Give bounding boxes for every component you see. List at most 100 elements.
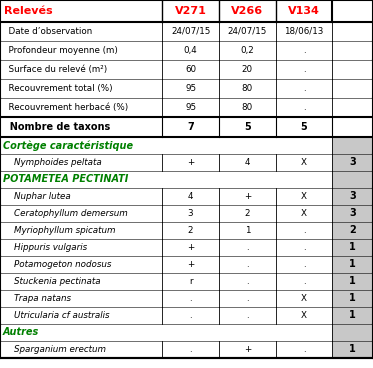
Text: .: .: [189, 311, 192, 320]
Bar: [0, 117, 162, 137]
Bar: [0, 324, 332, 341]
Bar: [219, 0, 276, 22]
Text: 3: 3: [349, 191, 356, 202]
Bar: [332, 341, 373, 358]
Text: 20: 20: [242, 65, 253, 74]
Text: Nombre de taxons: Nombre de taxons: [3, 122, 110, 132]
Text: V271: V271: [175, 6, 207, 16]
Text: +: +: [187, 158, 194, 167]
Bar: [0, 239, 332, 256]
Bar: [219, 60, 276, 79]
Text: 95: 95: [185, 103, 196, 112]
Text: Hippuris vulgaris: Hippuris vulgaris: [3, 243, 87, 252]
Bar: [0, 154, 332, 171]
Text: r: r: [189, 277, 192, 286]
Text: X: X: [301, 294, 307, 303]
Text: 3: 3: [349, 158, 356, 167]
Bar: [162, 117, 219, 137]
Text: 1: 1: [349, 311, 356, 321]
Bar: [0, 256, 332, 273]
Bar: [0, 0, 162, 22]
Bar: [332, 60, 373, 79]
Text: 0,4: 0,4: [184, 46, 197, 55]
Bar: [162, 79, 219, 98]
Text: Relevés: Relevés: [4, 6, 52, 16]
Bar: [332, 22, 373, 41]
Text: Utricularia cf australis: Utricularia cf australis: [3, 311, 110, 320]
Bar: [0, 188, 332, 205]
Text: Potamogeton nodosus: Potamogeton nodosus: [3, 260, 112, 269]
Bar: [332, 273, 373, 290]
Text: Recouvrement total (%): Recouvrement total (%): [3, 84, 113, 93]
Text: 4: 4: [245, 158, 250, 167]
Bar: [332, 205, 373, 222]
Text: 80: 80: [242, 84, 253, 93]
Text: 1: 1: [349, 344, 356, 354]
Bar: [162, 60, 219, 79]
Text: Ceratophyllum demersum: Ceratophyllum demersum: [3, 209, 128, 218]
Bar: [219, 79, 276, 98]
Bar: [219, 22, 276, 41]
Text: 4: 4: [188, 192, 193, 201]
Text: 18/06/13: 18/06/13: [284, 27, 324, 36]
Text: Myriophyllum spicatum: Myriophyllum spicatum: [3, 226, 116, 235]
Text: 80: 80: [242, 103, 253, 112]
Text: Date d’observation: Date d’observation: [3, 27, 92, 36]
Text: X: X: [301, 209, 307, 218]
Bar: [219, 41, 276, 60]
Bar: [0, 22, 162, 41]
Bar: [0, 222, 332, 239]
Text: 2: 2: [245, 209, 250, 218]
Text: .: .: [303, 277, 305, 286]
Text: .: .: [303, 226, 305, 235]
Text: 1: 1: [245, 226, 250, 235]
Text: Nuphar lutea: Nuphar lutea: [3, 192, 71, 201]
Bar: [0, 60, 162, 79]
Bar: [332, 290, 373, 307]
Bar: [276, 60, 332, 79]
Bar: [332, 79, 373, 98]
Text: 7: 7: [187, 122, 194, 132]
Text: .: .: [246, 243, 249, 252]
Text: +: +: [244, 345, 251, 354]
Text: 1: 1: [349, 259, 356, 269]
Text: .: .: [246, 311, 249, 320]
Text: X: X: [301, 158, 307, 167]
Text: X: X: [301, 311, 307, 320]
Bar: [0, 171, 332, 188]
Text: +: +: [244, 192, 251, 201]
Text: .: .: [189, 345, 192, 354]
Bar: [332, 239, 373, 256]
Bar: [332, 222, 373, 239]
Bar: [276, 79, 332, 98]
Bar: [276, 41, 332, 60]
Bar: [0, 205, 332, 222]
Text: +: +: [187, 243, 194, 252]
Bar: [162, 22, 219, 41]
Bar: [332, 154, 373, 171]
Text: Profondeur moyenne (m): Profondeur moyenne (m): [3, 46, 118, 55]
Bar: [332, 171, 373, 188]
Bar: [276, 22, 332, 41]
Text: POTAMETEA PECTINATI: POTAMETEA PECTINATI: [3, 174, 128, 184]
Text: X: X: [301, 192, 307, 201]
Text: .: .: [189, 294, 192, 303]
Bar: [332, 0, 373, 22]
Bar: [219, 98, 276, 117]
Bar: [0, 41, 162, 60]
Text: Recouvrement herbacé (%): Recouvrement herbacé (%): [3, 103, 128, 112]
Bar: [332, 324, 373, 341]
Text: V134: V134: [288, 6, 320, 16]
Text: 3: 3: [188, 209, 194, 218]
Bar: [332, 98, 373, 117]
Bar: [332, 256, 373, 273]
Bar: [332, 307, 373, 324]
Text: 3: 3: [349, 209, 356, 219]
Bar: [0, 307, 332, 324]
Bar: [276, 98, 332, 117]
Bar: [162, 41, 219, 60]
Bar: [332, 188, 373, 205]
Bar: [276, 117, 332, 137]
Text: Cortège caractéristique: Cortège caractéristique: [3, 140, 133, 151]
Text: 2: 2: [349, 226, 356, 236]
